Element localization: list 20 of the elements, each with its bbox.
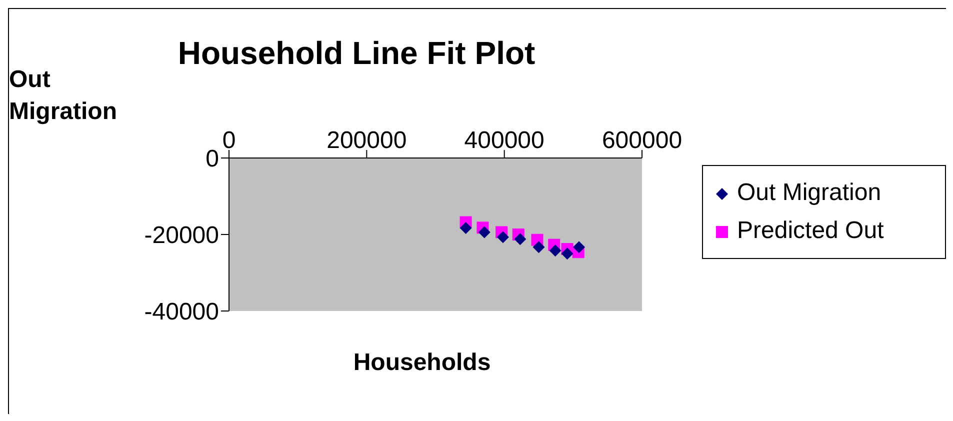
point	[514, 233, 526, 246]
x-tick-label: 400000	[464, 127, 544, 154]
legend-label: Out Migration	[736, 178, 882, 208]
x-axis-title: Households	[352, 349, 492, 377]
y-axis-title: Out Migration	[9, 65, 118, 127]
point	[549, 244, 562, 257]
y-tick-label: 0	[206, 146, 219, 173]
y-tick-label: -20000	[144, 222, 219, 250]
x-tick-label: 600000	[602, 127, 682, 154]
point	[532, 241, 545, 254]
x-tick-label: 200000	[326, 127, 407, 154]
legend-label: Predicted Out	[736, 216, 885, 246]
point	[573, 241, 586, 254]
chart-title: Household Line Fit Plot	[178, 35, 536, 71]
y-tick-label: -40000	[144, 298, 219, 326]
point	[460, 222, 472, 234]
point	[496, 231, 509, 244]
point	[561, 248, 574, 260]
point	[478, 226, 490, 238]
x-tick-label: 0	[222, 127, 236, 154]
